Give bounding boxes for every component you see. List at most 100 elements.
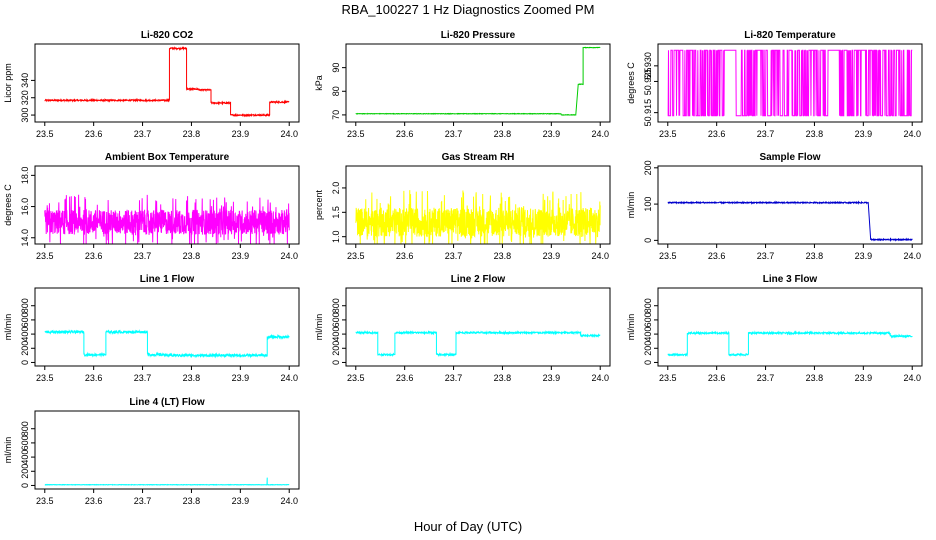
x-tick-label: 23.8 [183,373,201,383]
y-tick-label: 100 [643,197,653,212]
x-tick-label: 23.9 [543,129,561,139]
chart-title: Line 3 Flow [763,274,818,285]
x-tick-label: 23.8 [494,251,512,261]
x-tick-label: 23.5 [659,129,677,139]
chart-title: Gas Stream RH [442,152,515,163]
chart-panel: Sample Flow 23.5 23.6 23.7 23.8 23.9 24.0 0 100 2… [626,152,923,261]
x-tick-label: 23.9 [855,129,873,139]
chart-title: Line 4 (LT) Flow [129,397,205,408]
plot-frame [657,165,923,245]
y-tick-label: 800 [20,298,30,313]
x-tick-label: 24.0 [903,251,921,261]
chart-panel: Line 4 (LT) Flow 23.5 23.6 23.7 23.8 23.9 24.0… [3,397,300,506]
chart-title: Sample Flow [759,152,820,163]
y-tick-label: 0 [331,360,341,365]
x-tick-label: 24.0 [591,251,609,261]
x-tick-label: 23.8 [806,251,824,261]
series-line [355,190,601,245]
x-tick-label: 23.8 [183,129,201,139]
y-tick-label: 600 [20,312,30,327]
chart-title: Li-820 Pressure [441,30,516,41]
x-tick-label: 23.6 [396,129,414,139]
y-tick-label: 200 [643,160,653,175]
x-tick-label: 23.7 [757,251,775,261]
y-tick-label: 400 [20,450,30,465]
y-tick-label: 0 [643,238,653,243]
y-axis-label: ml/min [626,192,636,219]
x-tick-label: 23.9 [855,251,873,261]
y-tick-label: 0 [643,360,653,365]
y-tick-label: 0 [20,483,30,488]
series-line [667,330,913,357]
y-tick-label: 600 [20,435,30,450]
chart-panel: Line 3 Flow 23.5 23.6 23.7 23.8 23.9 24.0 0 2004… [626,274,923,383]
series-line [44,329,290,359]
plot-frame [345,165,611,245]
x-tick-label: 24.0 [280,373,298,383]
x-tick-label: 23.7 [134,496,152,506]
chart-panel: Li-820 Temperature 23.5 23.6 23.7 23.8 23.9 24… [626,30,923,139]
x-tick-label: 23.5 [659,251,677,261]
x-tick-label: 23.5 [347,129,365,139]
x-tick-label: 23.6 [396,373,414,383]
y-tick-label: 800 [20,421,30,436]
x-tick-label: 23.5 [347,251,365,261]
y-tick-label: 300 [20,108,30,123]
y-tick-label: 2.0 [331,182,341,195]
x-tick-label: 23.9 [232,373,250,383]
chart-panel: Ambient Box Temperature 23.5 23.6 23.7 23.8 2… [3,152,300,261]
y-axis-label: ml/min [626,314,636,341]
y-tick-label: 800 [331,298,341,313]
x-tick-label: 23.8 [806,129,824,139]
y-tick-label: 320 [20,90,30,105]
chart-title: Li-820 Temperature [744,30,836,41]
series-line [667,200,913,243]
panels-group: Li-820 CO2 23.5 23.6 23.7 23.8 23.9 24.0 300 320… [3,30,923,506]
x-tick-label: 23.9 [232,251,250,261]
x-tick-label: 23.9 [543,251,561,261]
x-tick-label: 23.7 [445,251,463,261]
y-tick-label: 50.930 [643,52,653,80]
y-tick-label: 200 [331,341,341,356]
x-tick-label: 23.6 [85,129,103,139]
x-tick-label: 23.7 [757,129,775,139]
x-tick-label: 23.7 [757,373,775,383]
y-axis-label: degrees C [626,62,636,104]
chart-title: Line 2 Flow [451,274,506,285]
series-line [355,46,601,116]
y-tick-label: 400 [20,327,30,342]
y-tick-label: 600 [643,312,653,327]
x-tick-label: 23.6 [708,129,726,139]
chart-panel: Li-820 Pressure 23.5 23.6 23.7 23.8 23.9 24.0 7… [314,30,611,139]
x-tick-label: 23.5 [347,373,365,383]
x-tick-label: 23.7 [445,129,463,139]
y-axis-label: ml/min [3,437,13,464]
x-tick-label: 24.0 [280,129,298,139]
x-tick-label: 23.8 [494,129,512,139]
y-tick-label: 50.925 [643,68,653,96]
plot-frame [345,43,611,123]
y-axis-label: ml/min [314,314,324,341]
y-tick-label: 18.0 [20,167,30,185]
x-tick-label: 23.5 [659,373,677,383]
y-axis-label: kPa [314,75,324,91]
x-tick-label: 24.0 [903,373,921,383]
chart-panel: Line 1 Flow 23.5 23.6 23.7 23.8 23.9 24.0 0 2004… [3,274,300,383]
y-tick-label: 16.0 [20,198,30,216]
y-tick-label: 200 [20,464,30,479]
plot-frame [34,43,300,123]
plot-frame [34,287,300,367]
x-tick-label: 23.5 [36,251,54,261]
x-tick-label: 23.8 [183,496,201,506]
series-line [355,329,601,358]
x-tick-label: 24.0 [903,129,921,139]
series-line [44,194,290,245]
y-tick-label: 1.5 [331,206,341,219]
x-tick-label: 23.9 [232,129,250,139]
x-tick-label: 23.6 [708,373,726,383]
plot-frame [657,287,923,367]
x-tick-label: 23.7 [134,251,152,261]
plot-frame [657,43,923,123]
figure-title: RBA_100227 1 Hz Diagnostics Zoomed PM [342,2,595,17]
x-tick-label: 24.0 [280,251,298,261]
